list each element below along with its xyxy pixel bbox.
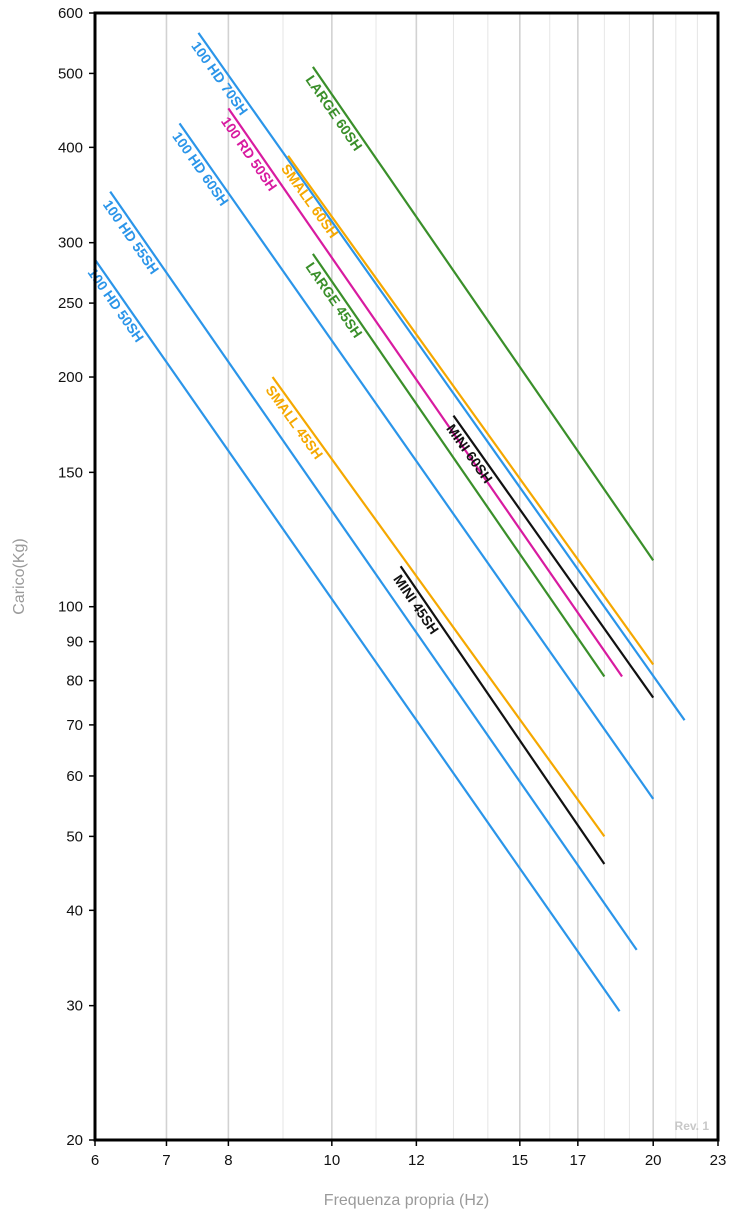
y-tick-label: 300 [58, 235, 83, 252]
y-tick-label: 70 [66, 717, 83, 734]
series-line-small-45sh [271, 376, 606, 838]
x-tick-label: 7 [162, 1152, 170, 1169]
series-line-100-hd-55sh [109, 190, 638, 951]
x-axis-title: Frequenza propria (Hz) [324, 1192, 489, 1209]
x-tick-label: 17 [570, 1152, 587, 1169]
series-line-large-45sh [312, 253, 606, 678]
plot-frame [93, 11, 720, 1142]
y-axis-title: Carico(Kg) [11, 538, 28, 614]
x-tick-label: 8 [224, 1152, 232, 1169]
series-line-100-hd-60sh [178, 122, 655, 800]
y-tick-label: 60 [66, 768, 83, 785]
revision-annotation: Rev. 1 [675, 1119, 710, 1133]
y-tick-label: 20 [66, 1132, 83, 1149]
series-line-mini-60sh [452, 415, 655, 699]
series-lines [94, 32, 686, 1012]
x-tick-label: 10 [323, 1152, 340, 1169]
x-tick-label: 23 [710, 1152, 727, 1169]
y-tick-label: 90 [66, 634, 83, 651]
y-tick-label: 600 [58, 5, 83, 22]
series-label-100-hd-60sh: 100 HD 60SH [169, 129, 232, 209]
series-label-100-hd-70sh: 100 HD 70SH [188, 38, 251, 118]
y-tick-label: 150 [58, 464, 83, 481]
series-label-100-hd-55sh: 100 HD 55SH [100, 197, 162, 277]
y-tick-label: 40 [66, 902, 83, 919]
y-tick-label: 500 [58, 65, 83, 82]
series-label-100-rd-50sh: 100 RD 50SH [218, 114, 280, 194]
series-label-large-45sh: LARGE 45SH [303, 259, 366, 340]
x-tick-label: 6 [91, 1152, 99, 1169]
series-line-small-60sh [287, 155, 655, 666]
tick-labels: 6 7 8 10 12 15 17 20 23 20 30 40 50 60 70 80 90 100 150 200… [58, 5, 726, 1169]
y-tick-label: 200 [58, 369, 83, 386]
y-tick-label: 250 [58, 295, 83, 312]
y-tick-label: 100 [58, 599, 83, 616]
y-tick-label: 80 [66, 673, 83, 690]
x-tick-label: 15 [511, 1152, 528, 1169]
y-tick-label: 30 [66, 998, 83, 1015]
series-label-large-60sh: LARGE 60SH [303, 72, 366, 153]
x-tick-label: 12 [408, 1152, 425, 1169]
x-tick-label: 20 [645, 1152, 662, 1169]
y-tick-label: 50 [66, 828, 83, 845]
series-line-large-60sh [312, 66, 655, 562]
y-tick-label: 400 [58, 139, 83, 156]
series-line-100-hd-70sh [197, 32, 686, 721]
series-line-100-rd-50sh [227, 107, 623, 678]
series-line-100-hd-50sh [94, 259, 621, 1012]
series-label-small-45sh: SMALL 45SH [263, 382, 327, 462]
series-line-mini-45sh [399, 565, 606, 865]
